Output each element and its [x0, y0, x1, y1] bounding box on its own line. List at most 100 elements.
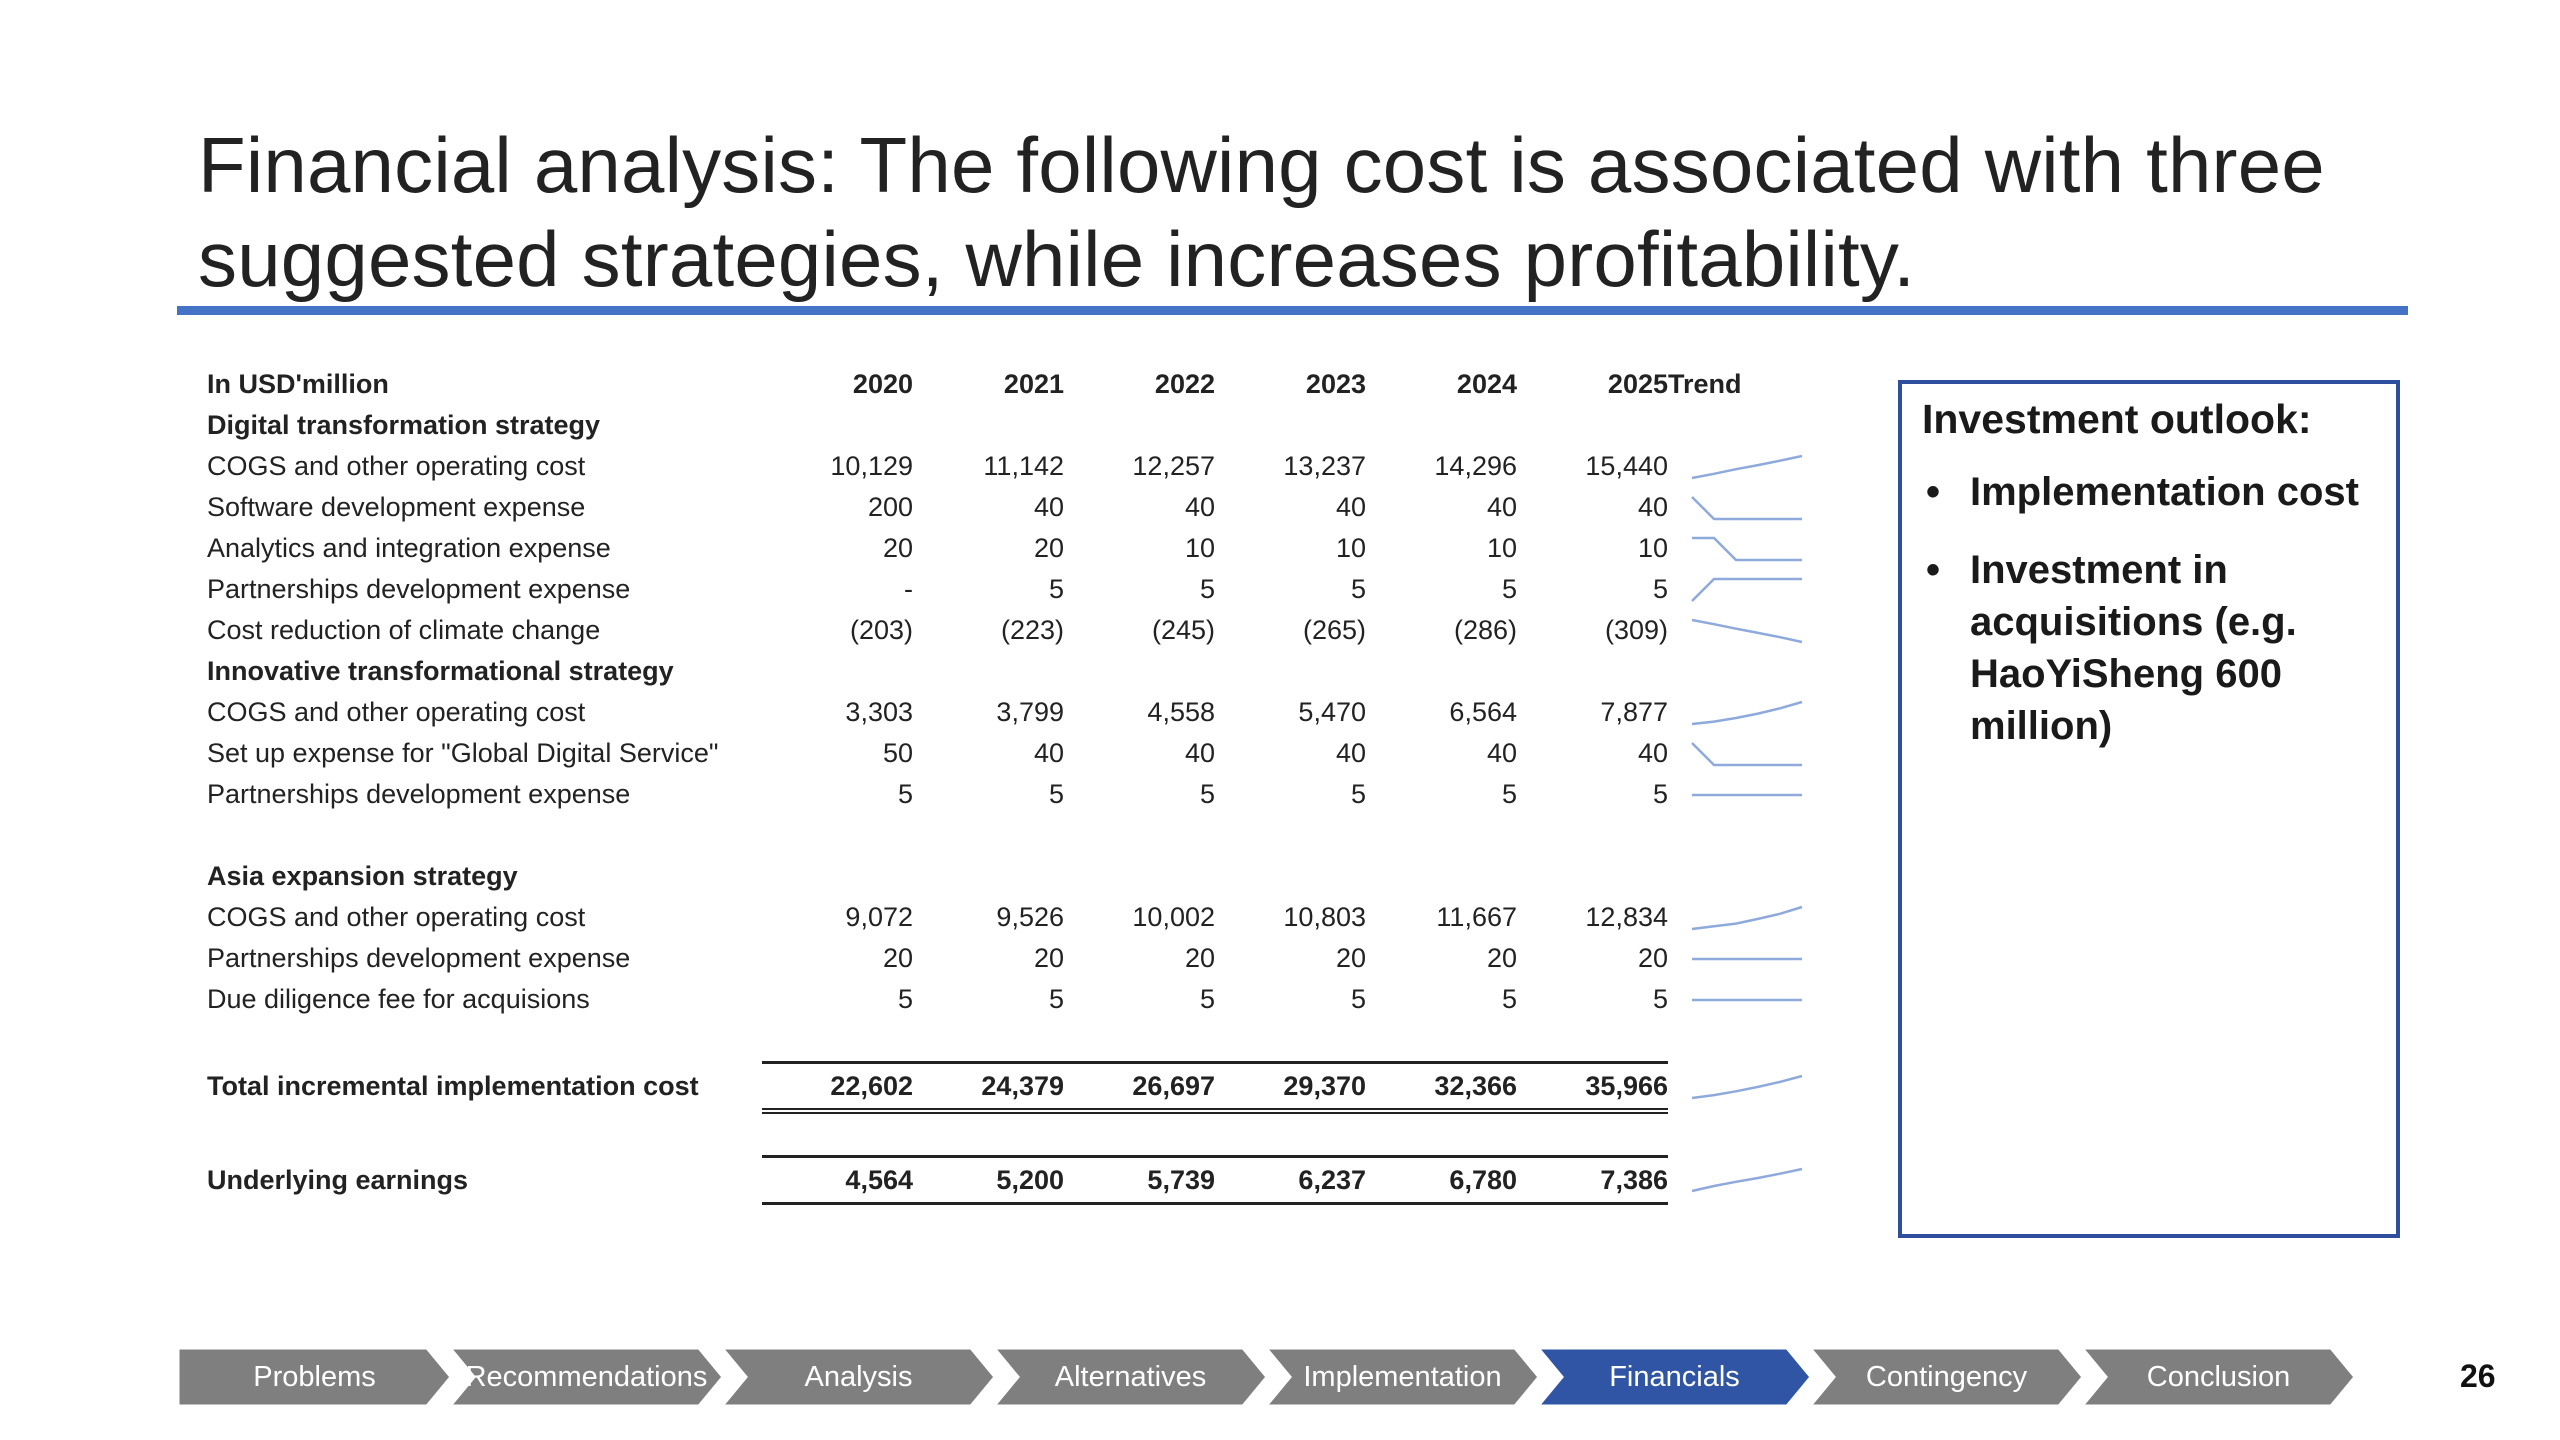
- year-header: 2024: [1456, 369, 1517, 399]
- section-header-row: Digital transformation strategy: [207, 405, 1806, 446]
- chevron-shape: [450, 1348, 723, 1406]
- table-row: Partnerships development expense 5 5 5 5 5 5: [207, 774, 1806, 815]
- value-cell: 10,803: [1283, 902, 1366, 932]
- spacer-row: [207, 1020, 1806, 1063]
- chevron-shape: [1538, 1348, 1811, 1406]
- page-number: 26: [2460, 1358, 2496, 1394]
- spacer-row: [207, 815, 1806, 856]
- value-cell: 15,440: [1585, 451, 1668, 481]
- trend-sparkline: [1692, 536, 1802, 561]
- chevron-shape: [722, 1348, 995, 1406]
- nav-step-implementation[interactable]: Implementation: [1266, 1348, 1539, 1406]
- trend-cell: [1668, 733, 1806, 774]
- outlook-item-text: Investment in acquisitions (e.g. HaoYiSh…: [1970, 548, 2297, 748]
- spacer-cell: [207, 815, 1806, 856]
- value-cell: 40: [1184, 492, 1215, 522]
- outlook-item: • Implementation cost: [1922, 466, 2376, 518]
- row-label: Analytics and integration expense: [207, 533, 611, 563]
- bullet-icon: •: [1926, 548, 1941, 592]
- chevron-fill: [178, 1348, 451, 1406]
- trend-cell: [1668, 897, 1806, 938]
- trend-sparkline: [1691, 1167, 1803, 1193]
- section-header-row: Asia expansion strategy: [207, 856, 1806, 897]
- trend-sparkline: [1691, 577, 1802, 602]
- value-cell: 5: [1350, 984, 1366, 1014]
- spacer-cell: [207, 1111, 1806, 1157]
- table-row: COGS and other operating cost 3,303 3,799 4…: [207, 692, 1806, 733]
- value-cell: 20: [1033, 533, 1064, 563]
- row-label: Total incremental implementation cost: [207, 1071, 699, 1102]
- sparkline-path: [1692, 536, 1802, 561]
- value-cell: 20: [1184, 943, 1215, 973]
- chevron-fill: [450, 1348, 723, 1406]
- value-cell: 5: [897, 984, 913, 1014]
- trend-sparkline: [1691, 700, 1803, 725]
- trend-sparkline: [1692, 998, 1802, 1001]
- outlook-item: • Investment in acquisitions (e.g. HaoYi…: [1922, 544, 2376, 752]
- trend-cell: [1668, 569, 1806, 610]
- value-cell: 10,129: [830, 451, 913, 481]
- value-cell: 5: [1048, 984, 1064, 1014]
- value-cell: 6,237: [1215, 1155, 1366, 1205]
- nav-step-label: Problems: [253, 1360, 376, 1393]
- value-cell: 20: [1335, 943, 1366, 973]
- trend-cell: [1668, 1157, 1806, 1204]
- value-cell: (309): [1604, 615, 1668, 645]
- value-cell: 5: [1652, 984, 1668, 1014]
- nav-step-conclusion[interactable]: Conclusion: [2082, 1348, 2355, 1406]
- value-cell: 40: [1486, 738, 1517, 768]
- value-cell: 14,296: [1434, 451, 1517, 481]
- value-cell: 4,564: [762, 1155, 913, 1205]
- value-cell: 40: [1033, 492, 1064, 522]
- value-cell: 5: [1501, 984, 1517, 1014]
- nav-step-financials[interactable]: Financials: [1538, 1348, 1811, 1406]
- chevron-shape: [1810, 1348, 2083, 1406]
- sparkline-path: [1691, 618, 1803, 643]
- chevron-shape: [178, 1348, 451, 1406]
- row-label: COGS and other operating cost: [207, 697, 586, 727]
- slide-title: Financial analysis: The following cost i…: [198, 121, 2325, 303]
- trend-cell: [1668, 487, 1806, 528]
- nav-step-alternatives[interactable]: Alternatives: [994, 1348, 1267, 1406]
- nav-step-problems[interactable]: Problems: [178, 1348, 451, 1406]
- trend-cell: [1668, 979, 1806, 1020]
- value-cell: 5: [1501, 779, 1517, 809]
- unit-label: In USD'million: [207, 369, 389, 399]
- table-header-row: In USD'million 2020 2021 2022 2023 2024 …: [207, 364, 1806, 405]
- value-cell: 7,386: [1517, 1155, 1668, 1205]
- value-cell: (203): [849, 615, 913, 645]
- value-cell: 5: [1048, 779, 1064, 809]
- table-row: COGS and other operating cost 9,072 9,526 1…: [207, 897, 1806, 938]
- nav-step-label: Contingency: [1865, 1360, 2028, 1393]
- spacer-cell: [207, 1020, 1806, 1063]
- trend-sparkline: [1691, 618, 1803, 643]
- nav-step-contingency[interactable]: Contingency: [1810, 1348, 2083, 1406]
- value-cell: 40: [1335, 492, 1366, 522]
- trend-sparkline: [1692, 793, 1802, 796]
- outlook-item-text: Implementation cost: [1970, 470, 2359, 514]
- value-cell: 10: [1335, 533, 1366, 563]
- trend-cell: [1668, 938, 1806, 979]
- financial-table-container: In USD'million 2020 2021 2022 2023 2024 …: [207, 364, 1907, 1205]
- year-header: 2020: [852, 369, 913, 399]
- value-cell: 10: [1184, 533, 1215, 563]
- section-label: Innovative transformational strategy: [207, 656, 674, 686]
- value-cell: 40: [1184, 738, 1215, 768]
- trend-cell: [1668, 692, 1806, 733]
- value-cell: 5: [1350, 779, 1366, 809]
- value-cell: 20: [1486, 943, 1517, 973]
- sparkline-path: [1691, 1167, 1803, 1193]
- value-cell: 10,002: [1132, 902, 1215, 932]
- value-cell: 40: [1033, 738, 1064, 768]
- value-cell: 13,237: [1283, 451, 1366, 481]
- sparkline-path: [1691, 495, 1802, 520]
- sparkline-path: [1691, 577, 1802, 602]
- trend-sparkline: [1691, 1074, 1803, 1099]
- nav-step-analysis[interactable]: Analysis: [722, 1348, 995, 1406]
- value-cell: 29,370: [1215, 1061, 1366, 1114]
- value-cell: 26,697: [1064, 1061, 1215, 1114]
- nav-step-recommendations[interactable]: Recommendations: [450, 1348, 723, 1406]
- value-cell: 40: [1637, 492, 1668, 522]
- nav-step-label: Analysis: [804, 1360, 913, 1393]
- chevron-shape: [994, 1348, 1267, 1406]
